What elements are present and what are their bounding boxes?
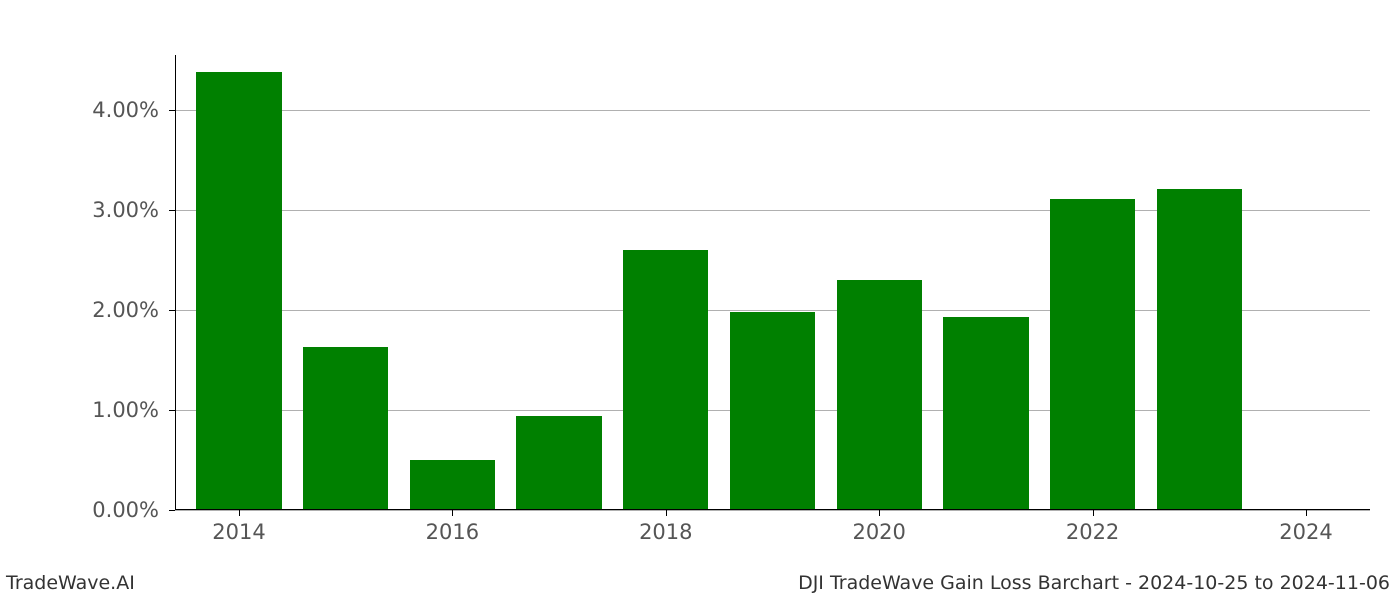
y-tick-label: 0.00% xyxy=(92,498,175,522)
bar xyxy=(516,416,601,510)
x-tick-label: 2016 xyxy=(426,510,479,544)
figure: 0.00% 1.00% 2.00% 3.00% 4.00% 2014 2016 2018 20… xyxy=(0,0,1400,600)
y-tick-label: 3.00% xyxy=(92,198,175,222)
plot-area: 0.00%1.00%2.00%3.00%4.00% 20142016201820… xyxy=(175,55,1370,510)
x-tick-label: 2020 xyxy=(852,510,905,544)
x-tick-label: 2014 xyxy=(212,510,265,544)
y-tick-label: 1.00% xyxy=(92,398,175,422)
y-tick-label: 4.00% xyxy=(92,98,175,122)
bar xyxy=(196,72,281,510)
bar xyxy=(837,280,922,510)
bar xyxy=(1050,199,1135,510)
gridline xyxy=(175,110,1370,111)
y-tick-label: 2.00% xyxy=(92,298,175,322)
y-axis-spine xyxy=(175,55,176,510)
x-tick-label: 2024 xyxy=(1279,510,1332,544)
footer-left-text: TradeWave.AI xyxy=(6,572,135,594)
bar xyxy=(943,317,1028,510)
bar xyxy=(1157,189,1242,510)
x-axis-spine xyxy=(175,509,1370,510)
gridline xyxy=(175,510,1370,511)
footer-right-text: DJI TradeWave Gain Loss Barchart - 2024-… xyxy=(798,572,1390,594)
x-tick-label: 2018 xyxy=(639,510,692,544)
bar xyxy=(730,312,815,510)
bar xyxy=(623,250,708,510)
bar xyxy=(303,347,388,510)
bar xyxy=(410,460,495,510)
x-tick-label: 2022 xyxy=(1066,510,1119,544)
